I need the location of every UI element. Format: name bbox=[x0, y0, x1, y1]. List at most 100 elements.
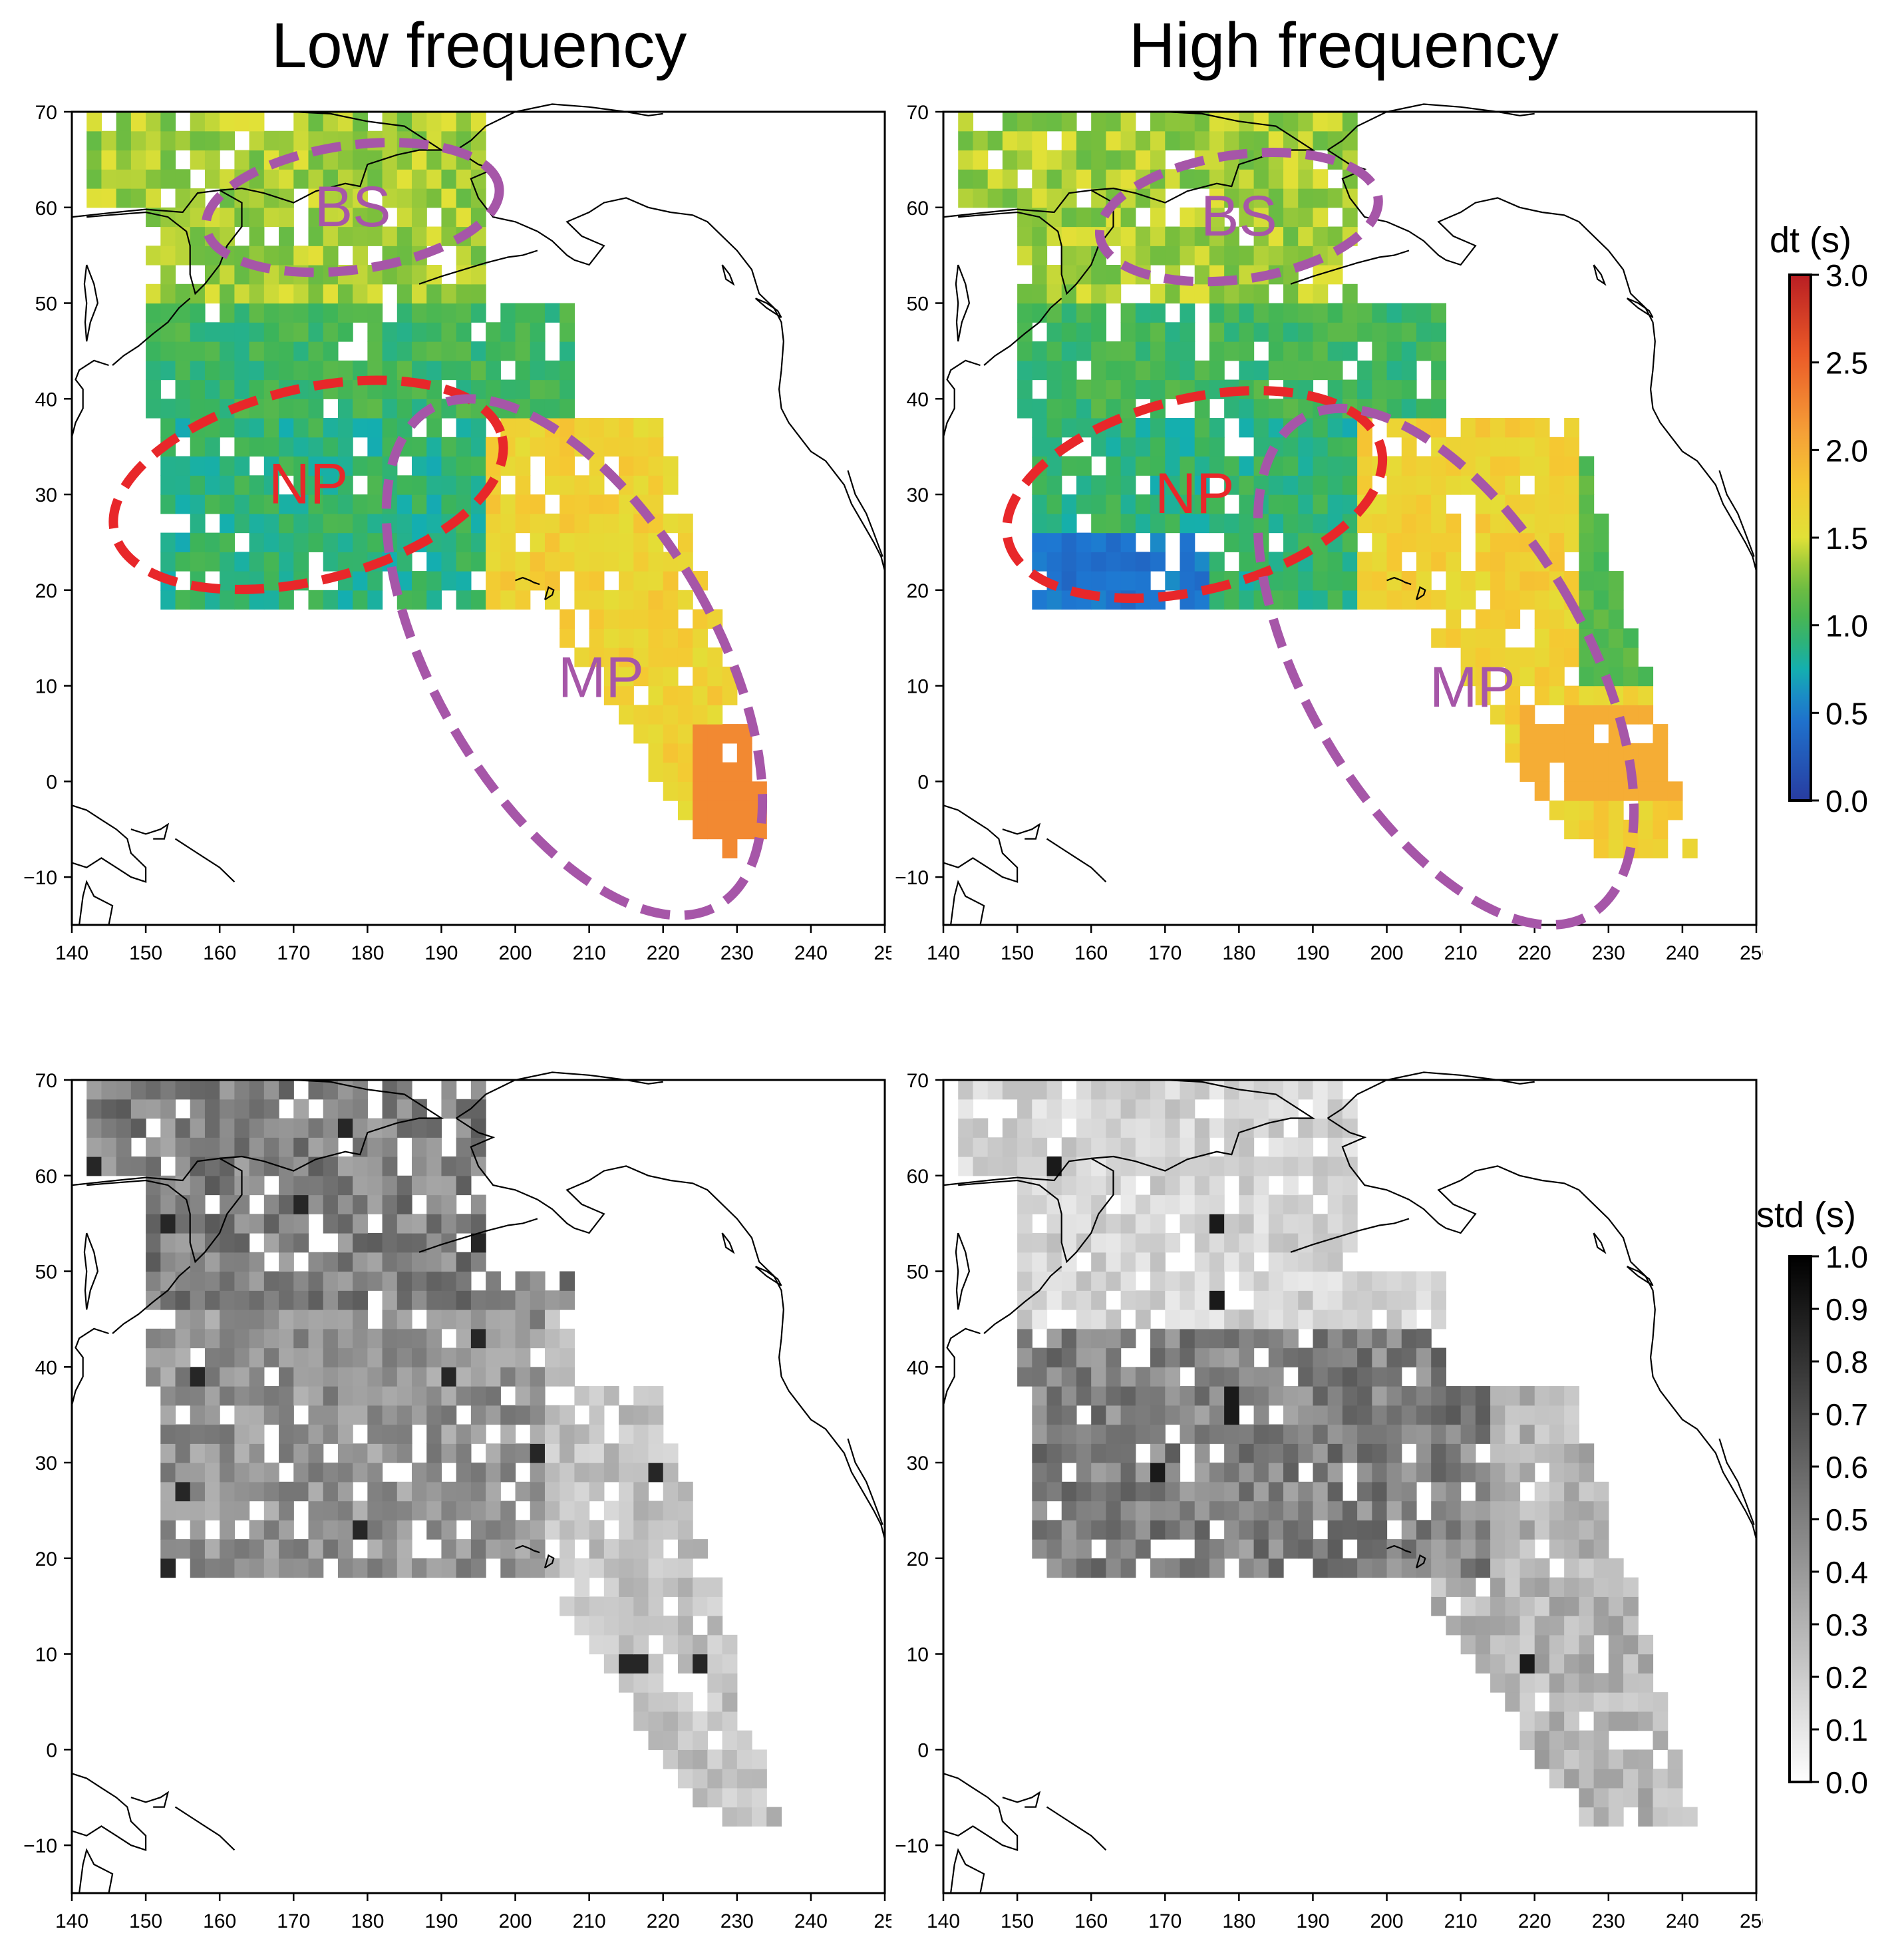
heatmap-cell bbox=[677, 552, 693, 572]
heatmap-cell bbox=[116, 1156, 132, 1176]
heatmap-cell bbox=[707, 1787, 723, 1808]
heatmap-cell bbox=[470, 418, 486, 438]
heatmap-cell bbox=[1209, 494, 1225, 514]
heatmap-cell bbox=[1017, 1194, 1032, 1214]
heatmap-cell bbox=[337, 437, 353, 457]
heatmap-cell bbox=[1593, 705, 1609, 725]
heatmap-cell bbox=[1313, 1118, 1329, 1138]
panel-high-frequency-dt: 1401501601701801902002102202302402507060… bbox=[895, 102, 1763, 964]
heatmap-cell bbox=[1032, 265, 1048, 285]
heatmap-cell bbox=[1534, 494, 1550, 514]
colorbar-tick-label: 0.4 bbox=[1825, 1555, 1868, 1590]
y-tick-label: 50 bbox=[35, 293, 57, 315]
heatmap-cell bbox=[1076, 1481, 1092, 1502]
heatmap-cell bbox=[1490, 1386, 1506, 1406]
heatmap-cell bbox=[1076, 1463, 1092, 1483]
heatmap-cell bbox=[1401, 1500, 1417, 1520]
heatmap-cell bbox=[86, 1099, 102, 1119]
heatmap-cell bbox=[736, 1730, 752, 1750]
heatmap-cell bbox=[1298, 1214, 1314, 1234]
heatmap-cell bbox=[1534, 1634, 1550, 1655]
heatmap-cell bbox=[1608, 1634, 1624, 1655]
heatmap-cell bbox=[190, 1175, 206, 1196]
heatmap-cell bbox=[1623, 705, 1639, 725]
heatmap-cell bbox=[1150, 1424, 1166, 1444]
heatmap-cell bbox=[530, 513, 546, 534]
heatmap-cell bbox=[1150, 456, 1166, 476]
coastline bbox=[1327, 1117, 1758, 1540]
heatmap-cell bbox=[1106, 1080, 1122, 1100]
heatmap-cell bbox=[958, 1080, 974, 1100]
heatmap-cell bbox=[1283, 1156, 1299, 1176]
y-tick-label: 40 bbox=[907, 389, 929, 411]
heatmap-cell bbox=[515, 418, 531, 438]
heatmap-cell bbox=[1283, 437, 1299, 457]
heatmap-cell bbox=[279, 1558, 294, 1578]
heatmap-cell bbox=[1150, 1175, 1166, 1196]
heatmap-cell bbox=[337, 1463, 353, 1483]
heatmap-cell bbox=[1593, 1787, 1609, 1808]
heatmap-cell bbox=[1224, 590, 1239, 610]
heatmap-cell bbox=[1298, 1271, 1314, 1291]
heatmap-cell bbox=[397, 1194, 412, 1214]
heatmap-cell bbox=[160, 552, 176, 572]
heatmap-cell bbox=[279, 303, 294, 323]
heatmap-cell bbox=[1106, 1443, 1122, 1463]
heatmap-cell bbox=[1327, 1539, 1343, 1559]
heatmap-cell bbox=[1623, 1749, 1639, 1769]
heatmap-cell bbox=[353, 590, 368, 610]
heatmap-cell bbox=[693, 1730, 708, 1750]
heatmap-cell bbox=[146, 1080, 161, 1100]
heatmap-cell bbox=[293, 360, 309, 381]
heatmap-cell bbox=[1061, 1233, 1077, 1253]
heatmap-cell bbox=[1283, 341, 1299, 361]
heatmap-cell bbox=[279, 552, 294, 572]
heatmap-cell bbox=[1120, 150, 1136, 170]
heatmap-cell bbox=[323, 418, 339, 438]
heatmap-cell bbox=[1327, 1520, 1343, 1540]
heatmap-cell bbox=[589, 1386, 605, 1406]
heatmap-cell bbox=[544, 1558, 560, 1578]
heatmap-cell bbox=[707, 743, 723, 763]
heatmap-cell bbox=[1076, 1539, 1092, 1559]
heatmap-cell bbox=[397, 1347, 412, 1367]
heatmap-cell bbox=[1239, 1386, 1255, 1406]
heatmap-cell bbox=[1209, 246, 1225, 265]
heatmap-cell bbox=[530, 532, 546, 552]
heatmap-cell bbox=[1091, 322, 1106, 342]
heatmap-cell bbox=[1401, 303, 1417, 323]
heatmap-cell bbox=[190, 1424, 206, 1444]
heatmap-cell bbox=[515, 1290, 531, 1310]
heatmap-cell bbox=[1401, 1310, 1417, 1329]
y-tick-label: 70 bbox=[35, 1070, 57, 1092]
heatmap-cell bbox=[175, 532, 191, 552]
heatmap-cell bbox=[544, 1328, 560, 1349]
heatmap-cell bbox=[308, 360, 324, 381]
heatmap-cell bbox=[234, 1500, 250, 1520]
heatmap-cell bbox=[426, 1405, 442, 1425]
heatmap-cell bbox=[1150, 1156, 1166, 1176]
heatmap-cell bbox=[1253, 1558, 1269, 1578]
heatmap-cell bbox=[1224, 188, 1239, 208]
heatmap-cell bbox=[736, 724, 752, 744]
heatmap-cell bbox=[249, 1558, 265, 1578]
heatmap-cell bbox=[1534, 418, 1550, 438]
heatmap-cell bbox=[707, 1692, 723, 1712]
heatmap-cell bbox=[1298, 1156, 1314, 1176]
heatmap-cell bbox=[1239, 1424, 1255, 1444]
heatmap-cell bbox=[1194, 1137, 1210, 1157]
heatmap-cell bbox=[1534, 1730, 1550, 1750]
heatmap-cell bbox=[1593, 1616, 1609, 1636]
heatmap-cell bbox=[500, 571, 516, 591]
heatmap-cell bbox=[1475, 571, 1491, 591]
heatmap-cell bbox=[1608, 781, 1624, 801]
heatmap-cell bbox=[603, 494, 619, 514]
heatmap-cell bbox=[1283, 188, 1299, 208]
heatmap-cell bbox=[663, 647, 679, 667]
heatmap-cell bbox=[663, 1730, 679, 1750]
heatmap-cell bbox=[1061, 112, 1077, 132]
heatmap-cell bbox=[1653, 1730, 1668, 1750]
heatmap-cell bbox=[1431, 322, 1447, 342]
heatmap-cell bbox=[1460, 1520, 1476, 1540]
heatmap-cell bbox=[1505, 724, 1521, 744]
